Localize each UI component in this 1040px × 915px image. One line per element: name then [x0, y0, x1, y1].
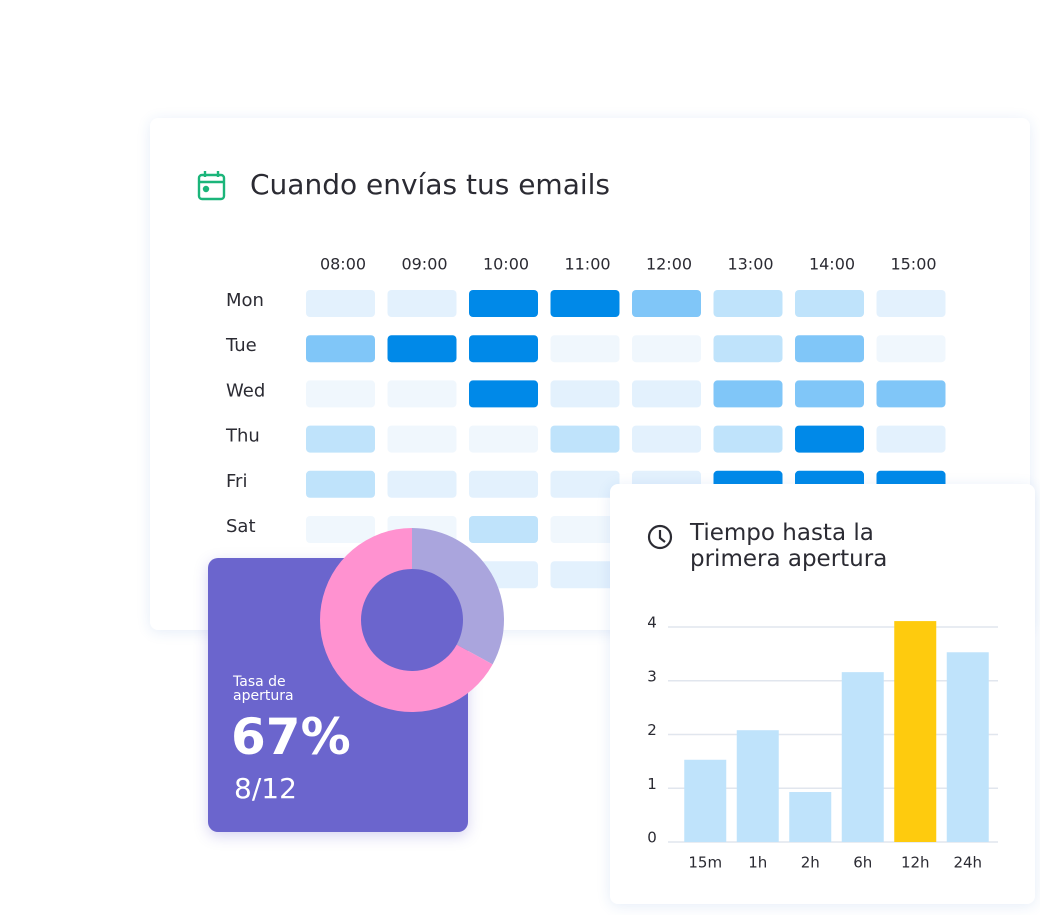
- bar: [841, 672, 884, 842]
- y-tick-label: 1: [647, 775, 657, 793]
- heat-cell: [387, 335, 457, 363]
- heat-cell: [713, 335, 783, 363]
- donut-slice: [320, 528, 493, 712]
- heat-cell: [469, 380, 538, 408]
- y-tick-label: 4: [647, 614, 657, 632]
- calendar-icon: [197, 171, 226, 201]
- heat-cell: [795, 380, 864, 408]
- heat-cell: [469, 425, 538, 453]
- row-label: Sat: [226, 516, 256, 537]
- heat-cell: [632, 335, 701, 363]
- heat-cell: [550, 561, 620, 589]
- heat-cell: [550, 470, 620, 498]
- bar: [684, 759, 727, 842]
- heat-cell: [550, 335, 620, 363]
- heat-cell: [713, 425, 783, 453]
- heatmap-title: Cuando envías tus emails: [250, 168, 610, 201]
- heat-cell: [387, 290, 457, 317]
- heat-cell: [469, 290, 538, 317]
- row-label: Tue: [225, 335, 257, 356]
- heat-cell: [876, 380, 946, 408]
- heat-cell: [632, 380, 701, 408]
- heat-cell: [306, 290, 375, 317]
- heat-cell: [306, 470, 375, 498]
- x-tick-label: 1h: [748, 854, 767, 872]
- heat-cell: [469, 335, 538, 363]
- column-label: 08:00: [320, 255, 366, 274]
- x-tick-label: 15m: [688, 854, 722, 872]
- heat-cell: [550, 380, 620, 408]
- x-tick-label: 12h: [901, 854, 930, 872]
- heat-cell: [632, 425, 701, 453]
- heat-cell: [795, 335, 864, 363]
- heat-cell: [713, 290, 783, 317]
- heat-cell: [306, 335, 375, 363]
- donut-slice: [412, 528, 505, 665]
- column-label: 13:00: [727, 255, 773, 274]
- heat-cell: [306, 380, 375, 408]
- clock-icon: [647, 524, 673, 550]
- bar: [894, 621, 937, 842]
- row-label: Wed: [226, 380, 265, 401]
- row-label: Thu: [225, 426, 260, 447]
- x-tick-label: 2h: [801, 854, 820, 872]
- heat-cell: [387, 380, 457, 408]
- x-tick-label: 6h: [853, 854, 872, 872]
- heat-cell: [713, 380, 783, 408]
- y-tick-label: 3: [647, 667, 657, 685]
- column-label: 10:00: [483, 255, 529, 274]
- bar: [789, 792, 832, 842]
- y-tick-label: 2: [647, 721, 657, 739]
- heat-cell: [306, 425, 375, 453]
- heat-cell: [387, 425, 457, 453]
- rate-title: Tasa de apertura: [233, 674, 294, 704]
- rate-fraction: 8/12: [234, 772, 297, 805]
- column-label: 12:00: [646, 255, 692, 274]
- heat-cell: [632, 290, 701, 317]
- bar: [736, 730, 779, 842]
- heat-cell: [387, 470, 457, 498]
- heat-cell: [876, 335, 946, 363]
- heat-cell: [876, 290, 946, 317]
- column-label: 09:00: [401, 255, 447, 274]
- bar: [946, 652, 989, 842]
- heat-cell: [550, 290, 620, 317]
- column-label: 14:00: [809, 255, 855, 274]
- heat-cell: [795, 425, 864, 453]
- heat-cell: [795, 290, 864, 317]
- heat-cell: [306, 516, 375, 543]
- bar-title: Tiempo hasta la primera apertura: [690, 520, 888, 572]
- row-label: Fri: [226, 471, 247, 492]
- column-label: 11:00: [564, 255, 610, 274]
- x-tick-label: 24h: [953, 854, 982, 872]
- heat-cell: [876, 425, 946, 453]
- rate-value: 67%: [231, 708, 351, 766]
- column-label: 15:00: [890, 255, 936, 274]
- heat-cell: [469, 516, 538, 543]
- row-label: Mon: [226, 290, 264, 311]
- y-tick-label: 0: [647, 829, 657, 847]
- heat-cell: [550, 425, 620, 453]
- heat-cell: [469, 470, 538, 498]
- heat-cell: [550, 516, 620, 543]
